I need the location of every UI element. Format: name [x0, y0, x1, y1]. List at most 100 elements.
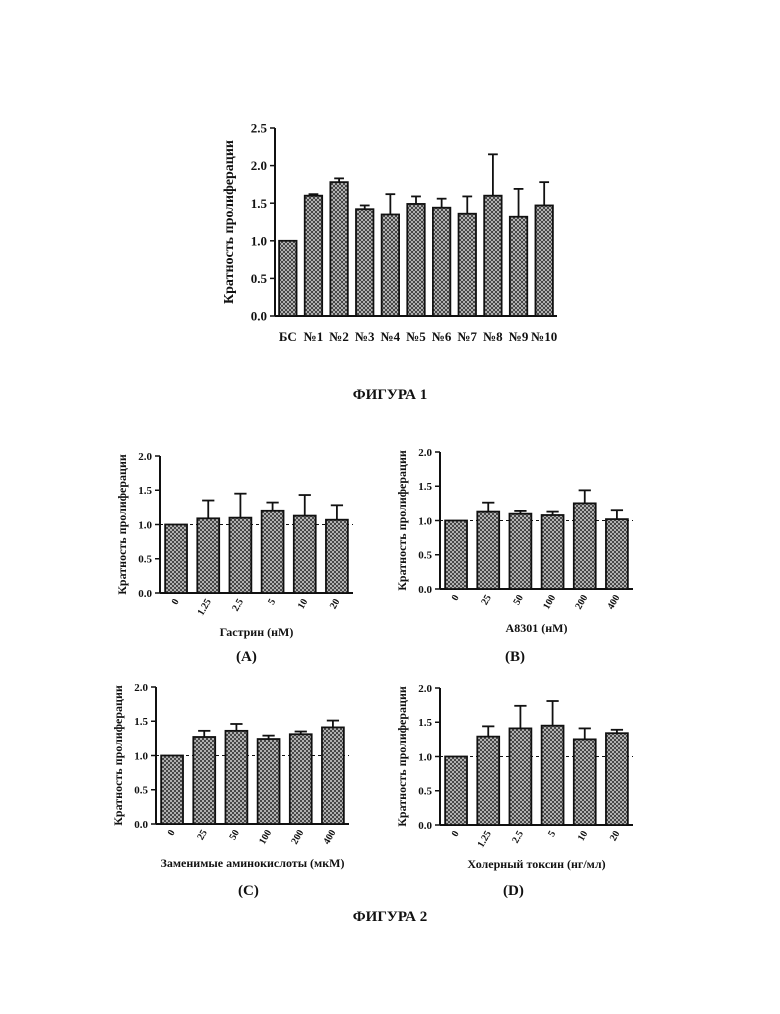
bar-1.25 — [477, 737, 499, 825]
bar-№1 — [305, 196, 322, 316]
bar-№2 — [330, 182, 347, 316]
panel-letter-b: (B) — [505, 649, 525, 666]
y-tick-label: 0.0 — [418, 584, 432, 596]
x-tick-label: №6 — [432, 329, 452, 344]
y-tick-label: 2.0 — [418, 447, 432, 459]
x-tick-label: 5 — [546, 829, 558, 839]
bar-10 — [294, 516, 316, 593]
y-tick-label: 1.5 — [418, 717, 432, 729]
x-tick-label: 0 — [450, 829, 462, 839]
y-tick-label: 2.0 — [134, 682, 148, 694]
x-tick-label: №7 — [457, 329, 477, 344]
bar-100 — [542, 515, 564, 589]
bar-25 — [477, 512, 499, 589]
chart-figure1: 0.00.51.01.52.02.5Кратность пролиферации… — [222, 118, 567, 380]
bar-№7 — [459, 214, 476, 316]
x-tick-label: 100 — [541, 593, 558, 611]
bar-№8 — [484, 196, 501, 316]
y-tick-label: 1.0 — [134, 750, 148, 762]
y-tick-label: 1.0 — [418, 751, 432, 763]
bar-400 — [606, 519, 628, 589]
y-tick-label: 1.5 — [418, 481, 432, 493]
x-tick-label: №5 — [406, 329, 426, 344]
x-tick-label: 20 — [608, 829, 623, 843]
x-tick-label: 25 — [479, 593, 494, 607]
x-tick-label: БС — [279, 329, 297, 344]
bar-1.25 — [197, 518, 219, 593]
y-tick-label: 0.0 — [418, 820, 432, 832]
x-tick-label: №2 — [329, 329, 349, 344]
y-tick-label: 1.0 — [418, 515, 432, 527]
x-tick-label: 25 — [195, 828, 210, 842]
chart-panel-a: 0.00.51.01.52.0Кратность пролиферации01.… — [117, 450, 357, 642]
bar-2.5 — [509, 728, 531, 825]
x-tick-label: 0 — [170, 597, 182, 607]
bar-0 — [445, 757, 467, 826]
x-tick-label: 2.5 — [230, 597, 246, 613]
x-tick-label: 0 — [166, 828, 178, 838]
y-tick-label: 2.0 — [138, 451, 152, 463]
x-axis-label: Заменимые аминокислоты (мкМ) — [161, 856, 345, 870]
bar-50 — [225, 731, 247, 824]
y-axis-label: Кратность пролиферации — [395, 450, 409, 591]
x-tick-label: 200 — [573, 593, 590, 611]
bar-№10 — [535, 205, 552, 316]
x-axis-label: A8301 (нМ) — [506, 621, 568, 635]
bar-50 — [509, 514, 531, 589]
bar-200 — [574, 503, 596, 589]
bar-0 — [445, 521, 467, 590]
figure2-label: ФИГУРА 2 — [0, 909, 780, 926]
y-tick-label: 0.5 — [138, 554, 152, 566]
bar-20 — [326, 520, 348, 593]
bar-№6 — [433, 208, 450, 316]
x-tick-label: 0 — [450, 593, 462, 603]
bar-400 — [322, 727, 344, 824]
y-tick-label: 2.0 — [251, 158, 267, 173]
x-tick-label: №10 — [531, 329, 557, 344]
chart-panel-b: 0.0 0.5 1.0 1.5 2.0 Кратность пролиферации 0 25… — [397, 446, 637, 638]
panel-letter-c: (C) — [238, 883, 259, 900]
bar-100 — [258, 739, 280, 824]
y-axis-label: Кратность пролиферации — [222, 140, 237, 304]
x-tick-label: 1.25 — [476, 829, 494, 850]
bar-2.5 — [229, 518, 251, 593]
bar-№4 — [382, 214, 399, 316]
x-tick-label: 10 — [296, 597, 311, 611]
y-tick-label: 2.5 — [251, 121, 268, 136]
x-tick-label: 2.5 — [510, 829, 526, 845]
x-tick-label: №1 — [304, 329, 324, 344]
y-tick-label: 0.0 — [251, 309, 267, 324]
bar-5 — [262, 511, 284, 593]
x-tick-label: №9 — [509, 329, 529, 344]
x-tick-label: 5 — [266, 597, 278, 607]
x-tick-label: 100 — [257, 828, 274, 846]
y-tick-label: 0.5 — [251, 271, 268, 286]
y-tick-label: 1.0 — [138, 519, 152, 531]
x-tick-label: №8 — [483, 329, 503, 344]
bar-№9 — [510, 217, 527, 316]
panel-letter-a: (A) — [236, 649, 257, 666]
bar-200 — [290, 734, 312, 824]
y-tick-label: 1.5 — [134, 716, 148, 728]
figure1-label: ФИГУРА 1 — [0, 387, 780, 404]
chart-panel-c: 0.00.51.01.52.0Кратность пролиферации025… — [113, 681, 373, 875]
bar-10 — [574, 739, 596, 825]
x-tick-label: 20 — [328, 597, 343, 611]
bar-№5 — [407, 204, 424, 316]
x-tick-label: №4 — [381, 329, 401, 344]
x-tick-label: 50 — [511, 593, 526, 607]
y-axis-label: Кратность пролиферации — [111, 685, 125, 826]
bar-0 — [161, 756, 183, 825]
bar-БС — [279, 241, 296, 316]
x-axis-label: Гастрин (нМ) — [220, 625, 294, 639]
panel-letter-d: (D) — [503, 883, 524, 900]
y-tick-label: 0.5 — [418, 550, 432, 562]
x-tick-label: 10 — [576, 829, 591, 843]
x-tick-label: 1.25 — [196, 597, 214, 618]
x-tick-label: 50 — [227, 828, 242, 842]
y-tick-label: 0.5 — [418, 786, 432, 798]
chart-panel-d: 0.00.51.01.52.0Кратность пролиферации01.… — [397, 682, 657, 876]
bar-0 — [165, 525, 187, 594]
y-tick-label: 1.5 — [138, 485, 152, 497]
x-tick-label: №3 — [355, 329, 375, 344]
